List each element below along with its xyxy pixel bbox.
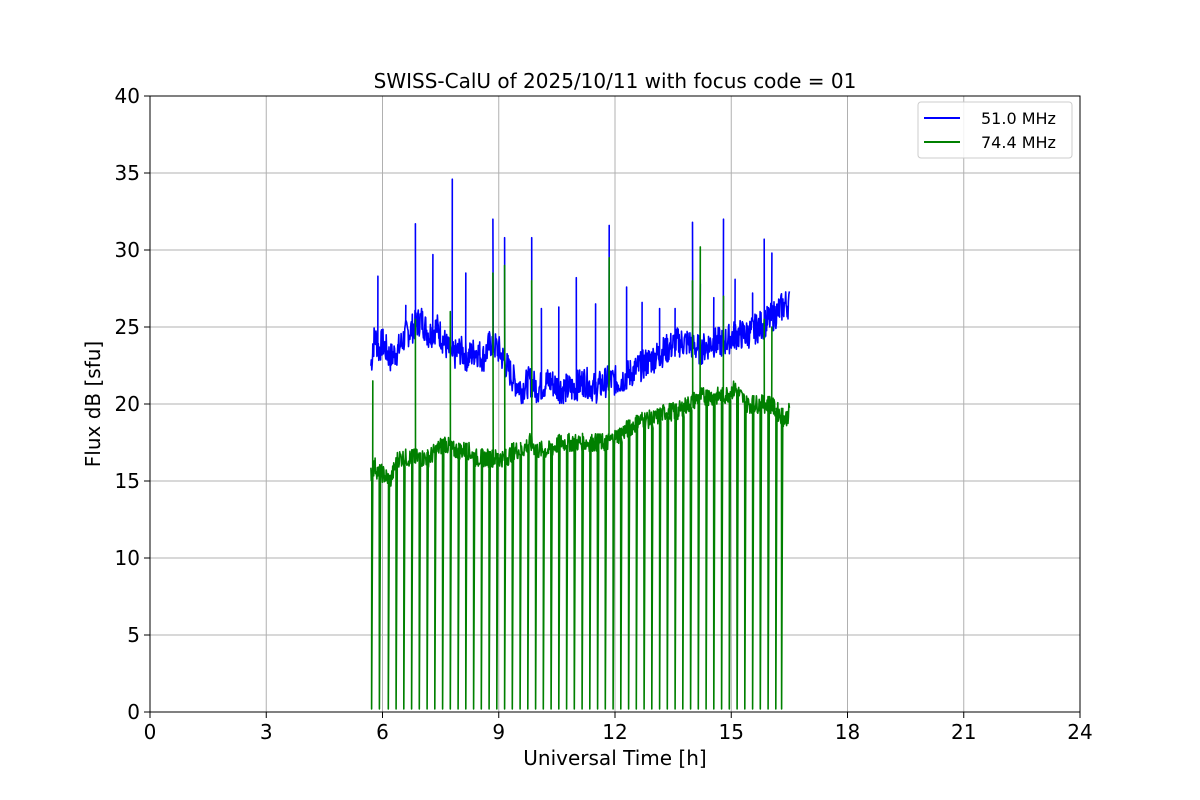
plot-frame	[149, 95, 1081, 713]
x-tick-label: 6	[376, 720, 389, 744]
y-tick-label: 35	[115, 161, 140, 185]
x-tick-label: 0	[144, 720, 157, 744]
x-tick-label: 9	[492, 720, 505, 744]
y-axis-title: Flux dB [sfu]	[81, 341, 105, 467]
plot-area	[370, 178, 791, 710]
y-tick-label: 25	[115, 315, 140, 339]
legend: 51.0 MHz 74.4 MHz	[917, 101, 1073, 159]
legend-label-74mhz: 74.4 MHz	[981, 133, 1056, 152]
series-line-74mhz	[370, 246, 791, 710]
y-tick-label: 15	[115, 469, 140, 493]
axis-ticks: 0 3 6 9 12 15 18 21 24 0 5 10 15 20 25 30 35 40	[115, 84, 1093, 744]
x-tick-label: 24	[1067, 720, 1092, 744]
x-axis-title: Universal Time [h]	[523, 746, 706, 770]
legend-box	[917, 101, 1073, 159]
y-tick-label: 30	[115, 238, 140, 262]
x-tick-label: 15	[719, 720, 744, 744]
series-line-51mhz	[370, 178, 791, 405]
legend-label-51mhz: 51.0 MHz	[981, 109, 1056, 128]
y-tick-label: 10	[115, 546, 140, 570]
x-tick-label: 12	[602, 720, 627, 744]
y-tick-label: 40	[115, 84, 140, 108]
chart-title: SWISS-CalU of 2025/10/11 with focus code…	[374, 69, 857, 93]
x-tick-label: 18	[835, 720, 860, 744]
x-tick-label: 21	[951, 720, 976, 744]
y-tick-label: 0	[127, 700, 140, 724]
y-tick-label: 5	[127, 623, 140, 647]
x-tick-label: 3	[260, 720, 273, 744]
grid-lines	[149, 95, 1081, 713]
y-tick-label: 20	[115, 392, 140, 416]
